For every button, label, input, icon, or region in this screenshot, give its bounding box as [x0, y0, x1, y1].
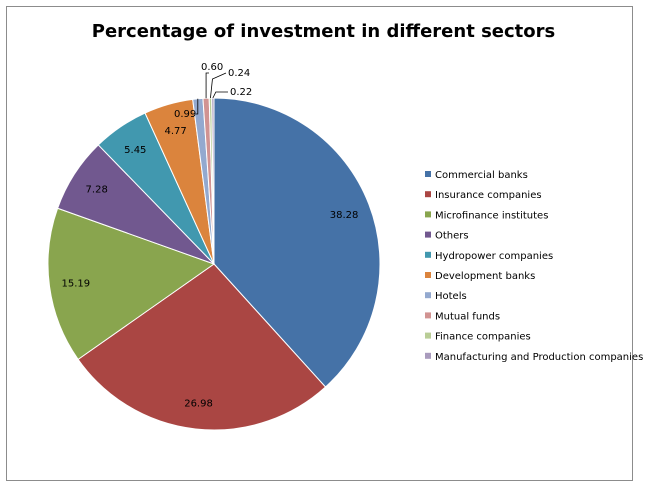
pie-slices — [47, 97, 381, 431]
legend-swatch-hydropower-companies — [425, 251, 431, 258]
data-label-insurance-companies: 26.98 — [184, 399, 213, 410]
legend-swatch-development-banks — [425, 272, 431, 278]
legend-swatch-others — [425, 231, 431, 238]
legend-swatch-hotels — [425, 292, 431, 299]
slice-microfinance-institutes — [47, 207, 216, 361]
legend-swatch-commercial-banks — [425, 171, 431, 177]
legend-label-mutual-funds: Mutual funds — [435, 311, 500, 322]
data-label-hotels: 0.99 — [174, 109, 196, 120]
legend-label-microfinance-institutes: Microfinance institutes — [435, 210, 548, 221]
leader-line-finance-companies — [210, 72, 227, 99]
slice-manufacturing-and-production-companies — [211, 97, 215, 265]
data-label-others: 7.28 — [86, 185, 108, 196]
legend-swatch-manufacturing-and-production-companies — [425, 352, 431, 359]
legend-label-hotels: Hotels — [435, 291, 467, 302]
data-label-hydropower-companies: 5.45 — [124, 145, 146, 156]
slice-insurance-companies — [77, 263, 327, 431]
legend-swatch-mutual-funds — [425, 312, 431, 319]
legend-label-hydropower-companies: Hydropower companies — [435, 251, 553, 262]
leader-line-hotels — [196, 98, 199, 115]
data-label-finance-companies: 0.24 — [228, 68, 250, 79]
data-label-microfinance-institutes: 15.19 — [62, 279, 91, 290]
data-label-manufacturing-and-production-companies: 0.22 — [230, 87, 252, 98]
data-label-development-banks: 4.77 — [165, 126, 187, 137]
leader-line-mutual-funds — [205, 72, 209, 99]
legend-swatch-microfinance-institutes — [425, 211, 431, 218]
leader-lines — [196, 72, 228, 115]
legend: Commercial banks Insurance companies Micro… — [425, 170, 643, 363]
slice-commercial-banks — [213, 97, 381, 388]
data-labels: 38.28 26.98 15.19 7.28 5.45 4.77 0.99 0.60 0.24 0… — [62, 62, 359, 410]
chart-title: Percentage of investment in different se… — [91, 21, 556, 42]
legend-label-commercial-banks: Commercial banks — [435, 170, 528, 181]
leader-line-manufacturing-and-production-companies — [212, 91, 228, 99]
legend-label-development-banks: Development banks — [435, 271, 535, 282]
data-label-mutual-funds: 0.60 — [201, 62, 223, 73]
legend-label-manufacturing-and-production-companies: Manufacturing and Production companies — [435, 352, 643, 363]
legend-swatch-insurance-companies — [425, 191, 431, 198]
data-label-commercial-banks: 38.28 — [330, 210, 359, 221]
legend-label-finance-companies: Finance companies — [435, 332, 531, 343]
legend-swatch-finance-companies — [425, 332, 431, 339]
legend-label-insurance-companies: Insurance companies — [435, 190, 542, 201]
legend-label-others: Others — [435, 231, 469, 242]
